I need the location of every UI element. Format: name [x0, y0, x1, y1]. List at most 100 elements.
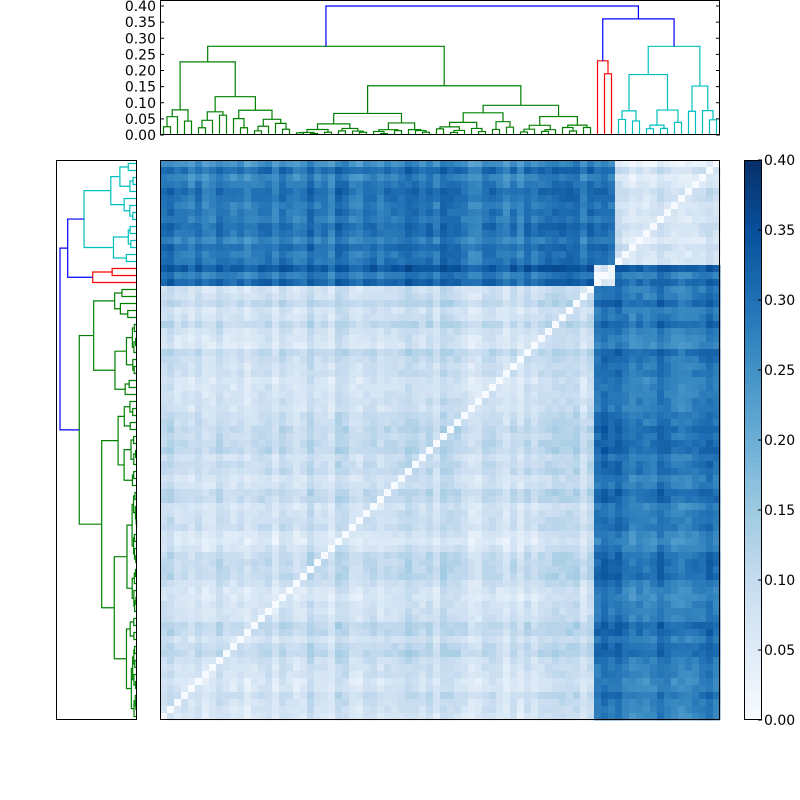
- heatmap-cell: [650, 188, 658, 196]
- heatmap-cell: [629, 272, 637, 280]
- heatmap-cell: [426, 531, 434, 539]
- heatmap-cell: [475, 223, 483, 231]
- heatmap-cell: [174, 405, 182, 413]
- heatmap-cell: [426, 545, 434, 553]
- heatmap-cell: [405, 433, 413, 441]
- heatmap-cell: [615, 377, 623, 385]
- heatmap-cell: [559, 363, 567, 371]
- heatmap-cell: [657, 363, 665, 371]
- heatmap-cell: [601, 167, 609, 175]
- heatmap-cell: [524, 188, 532, 196]
- heatmap-cell: [258, 349, 266, 357]
- heatmap-cell: [363, 272, 371, 280]
- heatmap-cell: [643, 531, 651, 539]
- heatmap-cell: [328, 412, 336, 420]
- heatmap-cell: [657, 188, 665, 196]
- heatmap-cell: [601, 440, 609, 448]
- heatmap-cell: [671, 342, 679, 350]
- heatmap-cell: [538, 517, 546, 525]
- heatmap-cell: [195, 503, 203, 511]
- heatmap-cell: [657, 496, 665, 504]
- heatmap-cell: [258, 496, 266, 504]
- heatmap-cell: [671, 573, 679, 581]
- heatmap-cell: [300, 552, 308, 560]
- heatmap-cell: [650, 440, 658, 448]
- heatmap-cell: [552, 314, 560, 322]
- heatmap-cell: [440, 405, 448, 413]
- heatmap-cell: [594, 223, 602, 231]
- heatmap-cell: [279, 335, 287, 343]
- heatmap-cell: [433, 566, 441, 574]
- heatmap-cell: [279, 489, 287, 497]
- heatmap-cell: [328, 531, 336, 539]
- heatmap-cell: [482, 440, 490, 448]
- heatmap-cell: [405, 195, 413, 203]
- heatmap-cell: [510, 419, 518, 427]
- heatmap-cell: [307, 426, 315, 434]
- heatmap-cell: [629, 496, 637, 504]
- heatmap-cell: [363, 356, 371, 364]
- heatmap-cell: [510, 279, 518, 287]
- heatmap-cell: [664, 251, 672, 259]
- heatmap-cell: [699, 328, 707, 336]
- heatmap-cell: [405, 461, 413, 469]
- heatmap-cell: [349, 314, 357, 322]
- heatmap-cell: [678, 503, 686, 511]
- heatmap-cell: [699, 195, 707, 203]
- heatmap-cell: [258, 552, 266, 560]
- heatmap-cell: [461, 181, 469, 189]
- heatmap-cell: [489, 216, 497, 224]
- heatmap-cell: [223, 321, 231, 329]
- heatmap-cell: [552, 293, 560, 301]
- heatmap-cell: [524, 335, 532, 343]
- heatmap-cell: [692, 545, 700, 553]
- heatmap-cell: [335, 391, 343, 399]
- heatmap-cell: [713, 216, 721, 224]
- heatmap-cell: [433, 216, 441, 224]
- heatmap-cell: [412, 286, 420, 294]
- heatmap-cell: [699, 272, 707, 280]
- heatmap-cell: [342, 195, 350, 203]
- heatmap-cell: [664, 307, 672, 315]
- heatmap-cell: [307, 545, 315, 553]
- heatmap-cell: [713, 174, 721, 182]
- heatmap-cell: [566, 426, 574, 434]
- heatmap-cell: [286, 524, 294, 532]
- heatmap-cell: [335, 489, 343, 497]
- heatmap-cell: [636, 454, 644, 462]
- heatmap-cell: [552, 517, 560, 525]
- heatmap-cell: [503, 391, 511, 399]
- heatmap-cell: [468, 398, 476, 406]
- heatmap-cell: [321, 524, 329, 532]
- heatmap-cell: [601, 216, 609, 224]
- heatmap-cell: [587, 489, 595, 497]
- heatmap-cell: [391, 566, 399, 574]
- heatmap-cell: [496, 167, 504, 175]
- heatmap-cell: [482, 342, 490, 350]
- heatmap-cell: [167, 384, 175, 392]
- heatmap-cell: [664, 489, 672, 497]
- heatmap-cell: [566, 342, 574, 350]
- heatmap-cell: [447, 181, 455, 189]
- heatmap-cell: [286, 258, 294, 266]
- heatmap-cell: [489, 517, 497, 525]
- heatmap-cell: [538, 230, 546, 238]
- heatmap-cell: [573, 216, 581, 224]
- heatmap-cell: [573, 363, 581, 371]
- heatmap-cell: [643, 363, 651, 371]
- heatmap-cell: [335, 510, 343, 518]
- heatmap-cell: [419, 216, 427, 224]
- heatmap-cell: [503, 377, 511, 385]
- heatmap-cell: [636, 433, 644, 441]
- heatmap-cell: [384, 167, 392, 175]
- dendrogram-link: [439, 126, 460, 131]
- heatmap-cell: [258, 517, 266, 525]
- heatmap-cell: [517, 195, 525, 203]
- heatmap-cell: [440, 398, 448, 406]
- heatmap-cell: [300, 489, 308, 497]
- heatmap-cell: [482, 468, 490, 476]
- heatmap-cell: [594, 398, 602, 406]
- heatmap-cell: [328, 482, 336, 490]
- heatmap-cell: [377, 265, 385, 273]
- heatmap-cell: [174, 349, 182, 357]
